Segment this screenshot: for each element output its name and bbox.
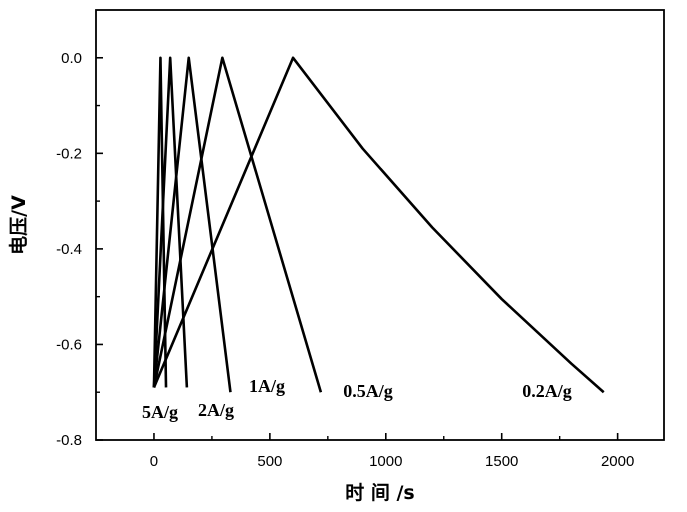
x-tick-label: 0 [150,453,158,470]
x-tick-label: 1500 [485,453,518,470]
y-tick-label: -0.8 [56,432,82,449]
chart: 0 500 1000 1500 2000 0.0 -0.2 -0.4 -0.6 -0.8 5A/g… [0,0,687,512]
y-axis-title: 电压/V [7,195,30,255]
axes [96,10,664,440]
series-label: 1A/g [249,376,285,396]
y-tick-label: -0.6 [56,336,82,353]
series-label: 2A/g [198,400,234,420]
x-tick-label: 1000 [369,453,402,470]
x-axis-title: 时 间 /s [345,482,414,504]
series-line-0-2A-g [154,58,604,392]
series-labels: 5A/g 2A/g 1A/g 0.5A/g 0.2A/g [142,376,572,422]
series-lines [154,58,604,392]
plot-frame [96,10,664,440]
y-tick-label: -0.4 [56,241,82,258]
x-tick-label: 500 [257,453,282,470]
series-label: 0.5A/g [343,381,393,401]
x-tick-label: 2000 [601,453,634,470]
series-label: 5A/g [142,402,178,422]
series-label: 0.2A/g [522,381,572,401]
y-tick-label: 0.0 [61,50,82,67]
y-tick-label: -0.2 [56,145,82,162]
